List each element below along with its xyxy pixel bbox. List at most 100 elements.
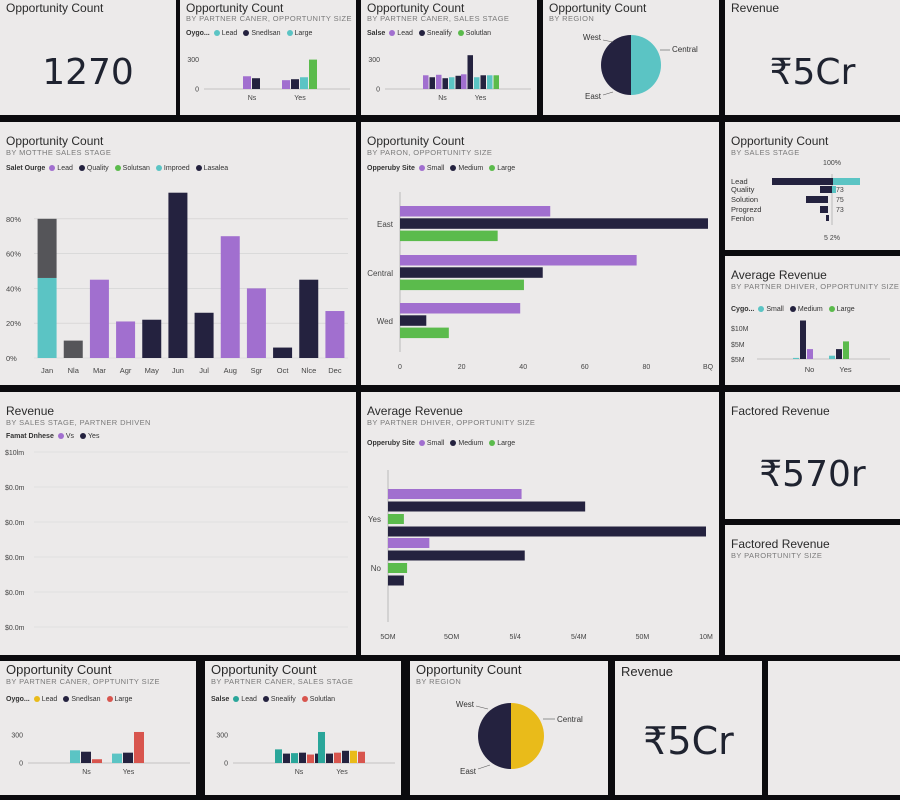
legend-item[interactable]: Small (418, 165, 444, 172)
legend-item[interactable]: Medium (450, 440, 483, 447)
legend-item[interactable]: Lead (233, 696, 257, 703)
legend-item[interactable]: Lead (49, 165, 73, 172)
legend: Cygo... Small Medium Large (731, 306, 861, 313)
legend-item[interactable]: Solutsan (114, 165, 150, 172)
y-tick-label: Quality (731, 185, 755, 194)
chart-opp-by-region-2[interactable]: Opportunity Count BY REGION West Central E… (410, 661, 608, 795)
legend-label: Large (497, 440, 516, 447)
legend-item[interactable]: Large (106, 696, 132, 703)
legend-title: Salet Ourge (6, 165, 46, 172)
bar (493, 75, 499, 89)
legend-swatch (301, 696, 308, 703)
legend-item[interactable]: Large (489, 440, 515, 447)
bar (400, 218, 708, 229)
legend-item[interactable]: Lead (213, 30, 237, 37)
tile-title: Opportunity Count (6, 134, 104, 148)
legend-item[interactable]: Medium (789, 306, 823, 313)
legend-swatch (106, 696, 113, 703)
legend-title: Cygo... (731, 306, 755, 313)
kpi-factored-revenue[interactable]: Factored Revenue ₹570r (725, 392, 900, 519)
legend-item[interactable]: Snedlsan (63, 696, 101, 703)
legend-swatch (63, 696, 70, 703)
tile-title: Opportunity Count (211, 662, 317, 677)
legend-item[interactable]: Snealify (262, 696, 296, 703)
legend-swatch (389, 30, 396, 37)
chart-avg-revenue-small[interactable]: Average Revenue BY PARTNER DHIVER, OPPOR… (725, 256, 900, 385)
chart-opp-by-partner-stage-2[interactable]: Opportunity Count BY PARTNER CANER, SALE… (205, 661, 401, 795)
chart-avg-revenue-by-partner[interactable]: Average Revenue BY PARTNER DHIVER, OPPOR… (361, 392, 719, 655)
top-label: 100% (823, 160, 841, 167)
legend-swatch (233, 696, 240, 703)
legend-label: Small (766, 306, 784, 313)
legend-title: Opperuby Site (367, 440, 415, 447)
tile-title: Opportunity Count (6, 1, 104, 15)
bar (400, 206, 551, 217)
bar (37, 277, 57, 358)
legend-label: Solutlan (309, 696, 336, 703)
legend-item[interactable]: Solutlan (301, 696, 336, 703)
legend-item[interactable]: Large (828, 306, 855, 313)
pie-slice (601, 35, 631, 95)
kpi-revenue[interactable]: Revenue ₹5Cr (725, 0, 900, 115)
pie-label: East (585, 92, 602, 101)
chart-opp-by-partner-size-2[interactable]: Opportunity Count BY PARTNER CANER, OPPT… (0, 661, 196, 795)
legend-item[interactable]: Lasalea (195, 165, 228, 172)
tile-title: Opportunity Count (6, 662, 112, 677)
y-tick-label: Progrezd (731, 205, 761, 214)
chart-opp-by-region[interactable]: Opportunity Count BY REGION West Central E… (543, 0, 719, 115)
legend: Oygo... Lead Snedlsan Large (6, 696, 138, 703)
chart-opp-by-region-size[interactable]: Opportunity Count BY PARON, OPPORTUNITY … (361, 122, 719, 385)
legend-swatch (155, 165, 162, 172)
bar (123, 752, 133, 763)
kpi-opportunity-count[interactable]: Opportunity Count 1270 (0, 0, 176, 115)
bar (300, 77, 308, 89)
bar (92, 759, 102, 763)
legend-label: Quality (86, 165, 109, 172)
kpi-revenue-2[interactable]: Revenue ₹5Cr (615, 661, 762, 795)
legend-item[interactable]: Yes (80, 433, 99, 440)
tile-subtitle: BY PARTNER DHIVER, OPPORTUNITY SIZE (731, 282, 900, 291)
pie-label: West (583, 33, 602, 42)
legend-item[interactable]: Small (418, 440, 444, 447)
bar (807, 349, 813, 359)
tile-title: Revenue (731, 1, 780, 15)
legend-item[interactable]: Lead (33, 696, 57, 703)
bar-chart: $10M $5M $5M No Yes (731, 320, 890, 374)
legend-item[interactable]: Quality (78, 165, 109, 172)
x-tick-label: 40 (519, 364, 527, 371)
legend-item[interactable]: Small (758, 306, 784, 313)
y-tick-label: $5M (731, 357, 745, 364)
chart-factored-revenue-by-size[interactable]: Factored Revenue BY PARORTUNITY SIZE (725, 525, 900, 655)
legend-item[interactable]: Medium (450, 165, 483, 172)
chart-opp-by-month-stage[interactable]: Opportunity Count BY MOTTHE SALES STAGE … (0, 122, 356, 385)
tile-subtitle: BY SALES STAGE, PARTNER DHIVEN (6, 418, 151, 427)
legend-item[interactable]: Large (286, 30, 312, 37)
x-tick-label: BQ (703, 364, 714, 371)
bar (273, 347, 293, 358)
legend-item[interactable]: Solutlan (457, 30, 491, 37)
bar (63, 340, 83, 358)
legend-item[interactable]: Lead (389, 30, 413, 37)
chart-revenue-by-stage[interactable]: Revenue BY SALES STAGE, PARTNER DHIVEN F… (0, 392, 356, 655)
y-tick-label: Yes (368, 515, 381, 524)
bar (307, 754, 314, 763)
legend-swatch (243, 30, 250, 37)
legend-item[interactable]: Vs (57, 433, 74, 440)
chart-opp-by-partner-size[interactable]: Opportunity Count BY PARTNER CANER, OPPO… (180, 0, 356, 115)
tile-subtitle: BY REGION (416, 677, 462, 686)
legend-item[interactable]: Large (489, 165, 515, 172)
legend-item[interactable]: Snealify (418, 30, 452, 37)
bar (282, 80, 290, 89)
legend: Oygo... Lead Snedlsan Large (186, 30, 318, 37)
chart-opp-by-sales-stage[interactable]: Opportunity Count BY SALES STAGE 100% Lea… (725, 122, 900, 250)
legend-item[interactable]: Improed (155, 165, 190, 172)
legend-item[interactable]: Snedlsan (243, 30, 281, 37)
tile-title: Opportunity Count (186, 1, 284, 15)
y-tick-label: $0.0m (5, 590, 25, 597)
kpi-value: ₹570r (759, 454, 866, 495)
x-tick-label: Ns (295, 769, 304, 776)
chart-opp-by-partner-stage[interactable]: Opportunity Count BY PARTNER CANER, SALE… (361, 0, 537, 115)
legend-swatch (489, 440, 496, 447)
chart-partial-bars[interactable] (768, 661, 900, 795)
